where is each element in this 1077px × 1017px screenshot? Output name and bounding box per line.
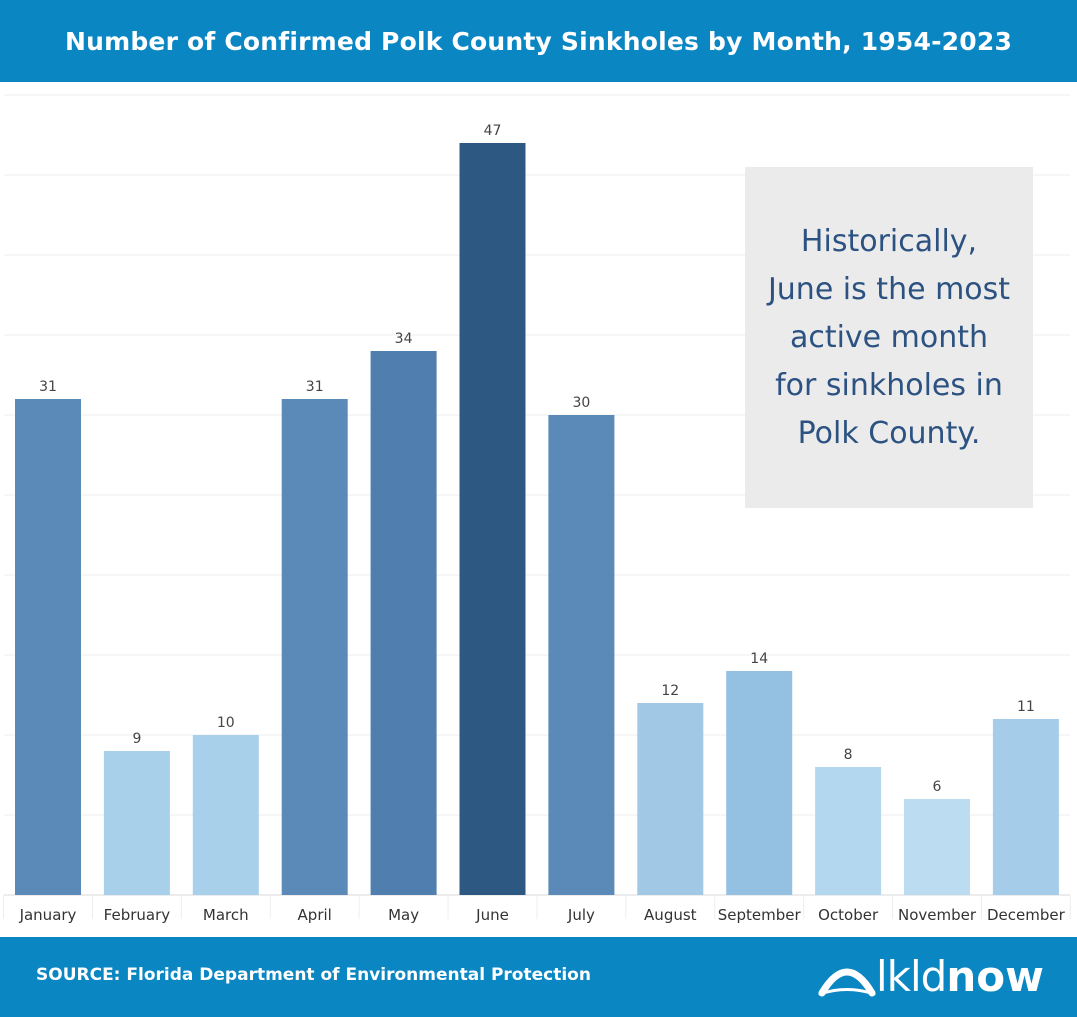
bar-march [192, 735, 259, 895]
bar-january [15, 399, 81, 895]
data-label: 8 [844, 747, 853, 763]
bar-may [370, 351, 437, 895]
footer-banner: SOURCE: Florida Department of Environmen… [0, 937, 1077, 1017]
x-tick-label: December [987, 906, 1066, 924]
x-tick-label: November [898, 906, 977, 924]
bar-february [103, 751, 170, 895]
chart-title-banner: Number of Confirmed Polk County Sinkhole… [0, 0, 1077, 82]
bar-december [992, 719, 1059, 895]
annotation-callout: Historically, June is the most active mo… [745, 167, 1033, 508]
bar-september [726, 671, 793, 895]
data-label: 30 [572, 395, 590, 411]
x-tick-labels: January February March April May June July Augu… [19, 906, 1066, 924]
bar-chart: 31 9 10 31 34 47 30 12 14 8 6 11 January February Mar… [3, 94, 1071, 924]
bars [15, 143, 1059, 895]
data-label: 34 [395, 331, 413, 347]
data-label: 14 [750, 651, 768, 667]
x-tick-label: October [818, 906, 879, 924]
data-label: 6 [933, 779, 942, 795]
arch-icon [818, 968, 876, 997]
chart-title: Number of Confirmed Polk County Sinkhole… [64, 26, 1013, 56]
x-tick-label: September [718, 906, 802, 924]
lkldnow-logo: lkld now [818, 953, 1044, 1001]
x-tick-label: May [388, 906, 419, 924]
x-tick-label: July [567, 906, 595, 924]
data-label: 47 [484, 123, 502, 139]
x-tick-label: June [475, 906, 509, 924]
logo-text-bold: now [946, 952, 1044, 1001]
bar-july [548, 415, 615, 895]
x-tick-label: February [104, 906, 171, 924]
x-tick-label: January [19, 906, 77, 924]
x-tick-label: April [298, 906, 332, 924]
bar-april [281, 399, 348, 895]
data-label: 11 [1017, 699, 1035, 715]
data-label: 31 [39, 379, 57, 395]
data-label: 9 [132, 731, 141, 747]
x-tick-label: March [203, 906, 249, 924]
bar-november [904, 799, 970, 895]
bar-august [637, 703, 704, 895]
bar-october [815, 767, 882, 895]
annotation-text: Historically, June is the most active mo… [767, 223, 1011, 451]
logo-text-light: lkld [876, 952, 947, 1001]
data-label: 10 [217, 715, 235, 731]
data-label: 31 [306, 379, 324, 395]
value-labels: 31 9 10 31 34 47 30 12 14 8 6 11 [39, 123, 1035, 795]
bar-june [459, 143, 526, 895]
x-tick-label: August [644, 906, 697, 924]
chart-area: 31 9 10 31 34 47 30 12 14 8 6 11 January February Mar… [0, 82, 1077, 937]
data-label: 12 [661, 683, 679, 699]
source-note: SOURCE: Florida Department of Environmen… [36, 965, 591, 985]
